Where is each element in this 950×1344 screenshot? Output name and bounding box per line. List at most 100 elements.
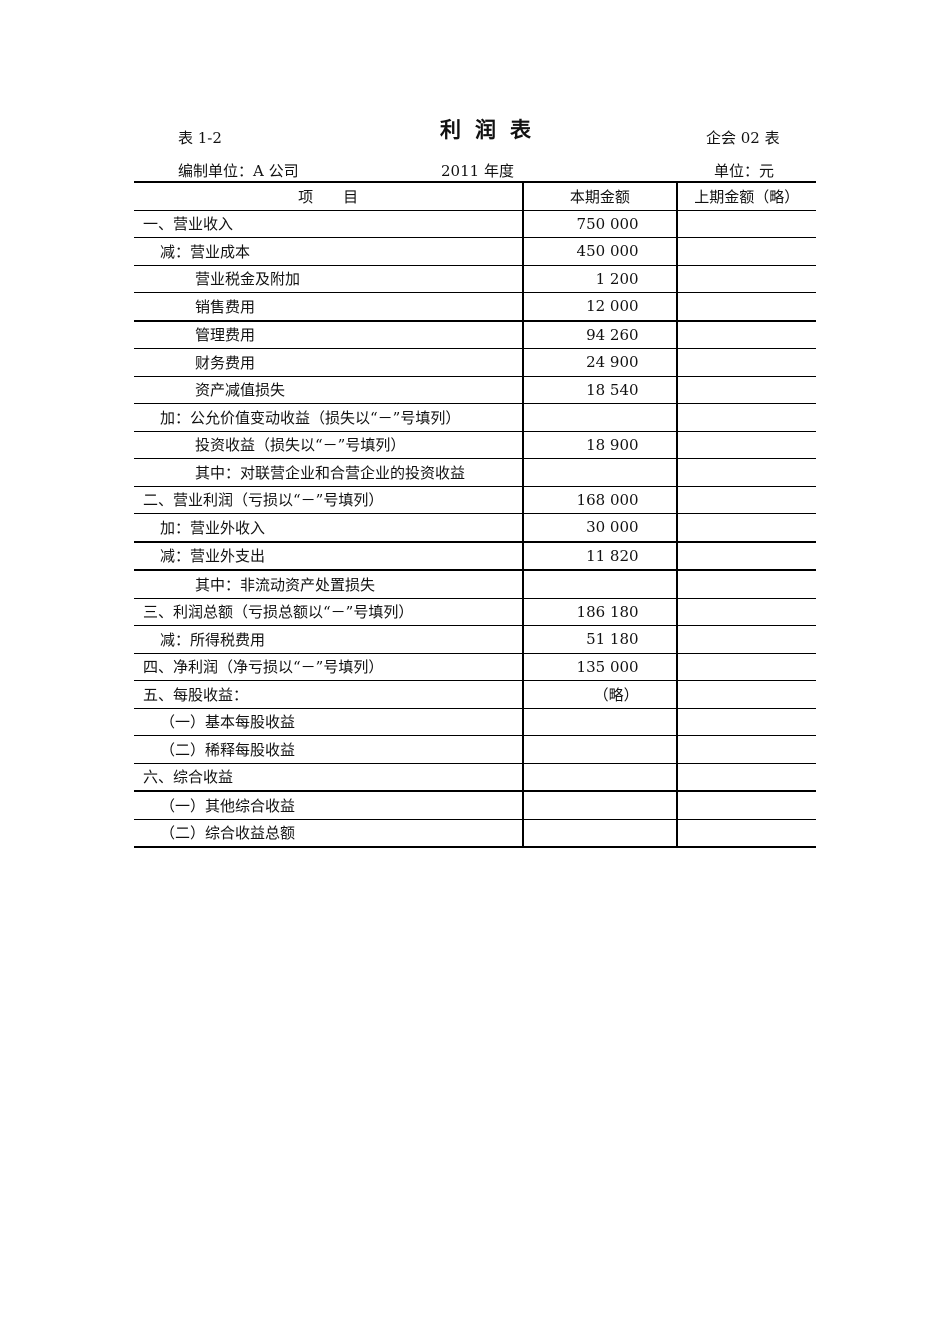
row-prior-amount <box>676 376 816 404</box>
row-item: 财务费用 <box>134 348 525 377</box>
table-row: 营业税金及附加 1 200 <box>134 265 816 293</box>
row-current-amount <box>523 403 678 432</box>
table-row: （二）稀释每股收益 <box>134 735 816 764</box>
row-current-amount: 94 260 <box>523 320 678 349</box>
row-item: （一）其他综合收益 <box>134 791 525 820</box>
table-row: 加：公允价值变动收益（损失以“－”号填列） <box>134 403 816 432</box>
row-item: 管理费用 <box>134 320 525 349</box>
page-title: 利润表 <box>440 118 545 142</box>
row-current-amount: 1 200 <box>523 265 678 293</box>
row-prior-amount <box>676 292 816 322</box>
row-item: 减：营业外支出 <box>134 541 525 571</box>
income-statement-table: 项 目 本期金额 上期金额（略） 一、营业收入 750 000 减：营业成本 450 … <box>134 181 816 848</box>
row-current-amount: 18 900 <box>523 431 678 459</box>
table-row: 其中：对联营企业和合营企业的投资收益 <box>134 458 816 487</box>
row-prior-amount <box>676 598 816 626</box>
table-row: 管理费用 94 260 <box>134 320 816 349</box>
row-prior-amount <box>676 735 816 764</box>
row-current-amount: 135 000 <box>523 653 678 681</box>
row-prior-amount <box>676 431 816 459</box>
row-item: 四、净利润（净亏损以“－”号填列） <box>134 653 525 681</box>
unit: 单位：元 <box>714 162 775 180</box>
row-current-amount <box>523 735 678 764</box>
row-current-amount: （略） <box>523 680 678 709</box>
row-item: （二）稀释每股收益 <box>134 735 525 764</box>
table-header-row: 项 目 本期金额 上期金额（略） <box>134 181 816 211</box>
table-number: 表 1-2 <box>178 129 222 147</box>
row-prior-amount <box>676 513 816 543</box>
row-current-amount <box>523 763 678 792</box>
row-current-amount: 168 000 <box>523 486 678 514</box>
row-item: 五、每股收益： <box>134 680 525 709</box>
row-item: 加：公允价值变动收益（损失以“－”号填列） <box>134 403 525 432</box>
table-row: 减：营业外支出 11 820 <box>134 541 816 571</box>
row-item: 六、综合收益 <box>134 763 525 792</box>
table-row: 减：营业成本 450 000 <box>134 237 816 266</box>
row-current-amount: 24 900 <box>523 348 678 377</box>
form-code: 企会 02 表 <box>706 129 780 147</box>
row-item: 销售费用 <box>134 292 525 322</box>
row-current-amount: 51 180 <box>523 625 678 654</box>
row-prior-amount <box>676 570 816 599</box>
row-current-amount <box>523 458 678 487</box>
row-current-amount <box>523 708 678 736</box>
row-prior-amount <box>676 763 816 792</box>
row-current-amount <box>523 570 678 599</box>
table-row: 三、利润总额（亏损总额以“－”号填列） 186 180 <box>134 598 816 626</box>
row-current-amount: 18 540 <box>523 376 678 404</box>
table-row: 加：营业外收入 30 000 <box>134 513 816 543</box>
table-row: 财务费用 24 900 <box>134 348 816 377</box>
row-prior-amount <box>676 237 816 266</box>
row-item: 二、营业利润（亏损以“－”号填列） <box>134 486 525 514</box>
row-prior-amount <box>676 265 816 293</box>
row-item: 其中：非流动资产处置损失 <box>134 570 525 599</box>
table-row: 四、净利润（净亏损以“－”号填列） 135 000 <box>134 653 816 681</box>
table-row: 销售费用 12 000 <box>134 292 816 322</box>
column-header-item: 项 目 <box>134 181 525 211</box>
column-header-prior: 上期金额（略） <box>676 181 816 211</box>
row-prior-amount <box>676 625 816 654</box>
row-item: 加：营业外收入 <box>134 513 525 543</box>
row-current-amount: 186 180 <box>523 598 678 626</box>
table-row: 一、营业收入 750 000 <box>134 210 816 238</box>
row-prior-amount <box>676 210 816 238</box>
row-item: 一、营业收入 <box>134 210 525 238</box>
table-row: 资产减值损失 18 540 <box>134 376 816 404</box>
table-row: （一）基本每股收益 <box>134 708 816 736</box>
row-item: （二）综合收益总额 <box>134 819 525 848</box>
row-item: 营业税金及附加 <box>134 265 525 293</box>
row-item: 减：所得税费用 <box>134 625 525 654</box>
row-prior-amount <box>676 708 816 736</box>
table-row: 六、综合收益 <box>134 763 816 792</box>
period: 2011 年度 <box>441 162 514 180</box>
row-prior-amount <box>676 541 816 571</box>
preparer: 编制单位：A 公司 <box>178 162 299 180</box>
row-prior-amount <box>676 403 816 432</box>
row-prior-amount <box>676 791 816 820</box>
row-item: 其中：对联营企业和合营企业的投资收益 <box>134 458 525 487</box>
table-row: 其中：非流动资产处置损失 <box>134 570 816 599</box>
row-prior-amount <box>676 819 816 848</box>
table-row: 投资收益（损失以“－”号填列） 18 900 <box>134 431 816 459</box>
table-row: （二）综合收益总额 <box>134 819 816 848</box>
table-row: （一）其他综合收益 <box>134 791 816 820</box>
table-row: 五、每股收益： （略） <box>134 680 816 709</box>
row-item: 三、利润总额（亏损总额以“－”号填列） <box>134 598 525 626</box>
row-current-amount: 450 000 <box>523 237 678 266</box>
row-prior-amount <box>676 320 816 349</box>
row-prior-amount <box>676 348 816 377</box>
row-item: （一）基本每股收益 <box>134 708 525 736</box>
row-current-amount: 11 820 <box>523 541 678 571</box>
row-current-amount: 750 000 <box>523 210 678 238</box>
column-header-current: 本期金额 <box>523 181 678 211</box>
row-current-amount <box>523 791 678 820</box>
row-current-amount: 30 000 <box>523 513 678 543</box>
row-item: 资产减值损失 <box>134 376 525 404</box>
row-current-amount <box>523 819 678 848</box>
table-row: 减：所得税费用 51 180 <box>134 625 816 654</box>
row-prior-amount <box>676 458 816 487</box>
row-item: 减：营业成本 <box>134 237 525 266</box>
row-current-amount: 12 000 <box>523 292 678 322</box>
row-prior-amount <box>676 680 816 709</box>
